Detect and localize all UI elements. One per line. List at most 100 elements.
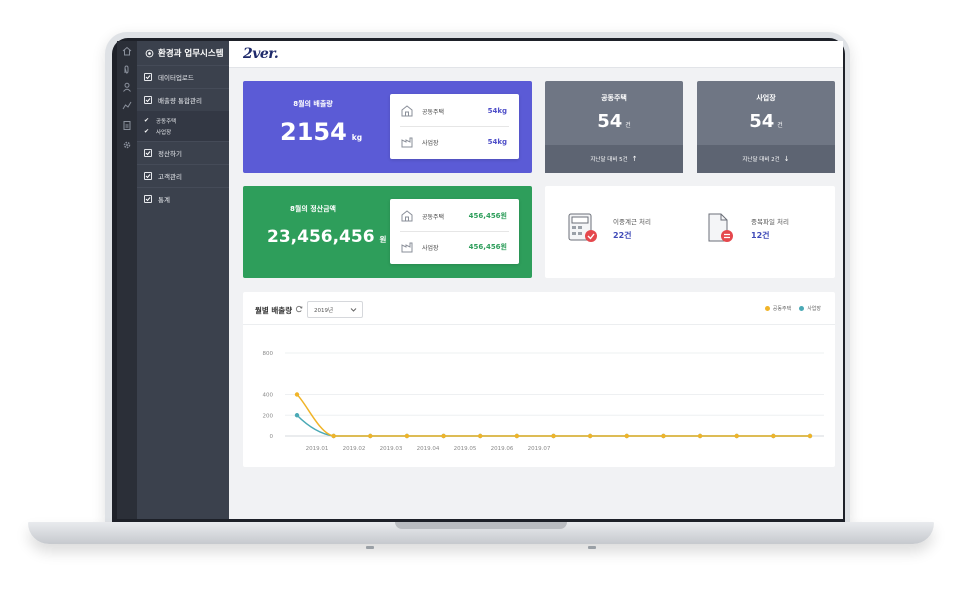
app-title-text: 환경과 업무시스템 — [158, 49, 224, 59]
emission-unit: kg — [351, 133, 363, 142]
double-weigh-stat[interactable]: 이중계근 처리 22건 — [567, 211, 651, 245]
y-tick-label: 400 — [263, 393, 274, 399]
y-tick-label: 800 — [263, 351, 274, 357]
settlement-row-apartment: 공동주택 456,456원 — [390, 205, 519, 227]
settlement-card: 8월의 정산금액 23,456,456 원 공동주택 456,456원 사업장 4… — [243, 186, 532, 278]
sidebar-item-label: 통계 — [158, 196, 170, 204]
divider — [400, 231, 509, 232]
user-icon[interactable] — [121, 81, 133, 93]
hand-icon[interactable] — [121, 63, 133, 75]
logo[interactable]: 2ver. — [243, 46, 279, 62]
stat-value: 12건 — [751, 230, 770, 240]
arrow-up-icon: ↑ — [631, 155, 638, 163]
building-icon — [401, 210, 413, 222]
legend-item-business[interactable]: 사업장 — [799, 305, 821, 312]
checkbox-icon — [144, 73, 152, 81]
stat-label: 이중계근 처리 — [613, 217, 651, 226]
divider — [400, 126, 509, 127]
duplicate-file-stat[interactable]: 중복파일 처리 12건 — [705, 211, 789, 245]
sidebar-subitem-label: 공동주택 — [156, 118, 177, 125]
refresh-icon[interactable] — [295, 305, 303, 313]
card-footer: 지난달 대비 2건 ↓ — [697, 145, 835, 173]
data-point — [771, 433, 776, 439]
apartment-count-card: 공동주택 54 건 지난달 대비 5건 ↑ — [545, 81, 683, 173]
line-chart: 0 200 400 800 2019.01 2019.02 2019.03 2019.04 20… — [263, 351, 824, 452]
series-line — [296, 414, 810, 437]
row-label: 사업장 — [422, 139, 439, 147]
sidebar-item-stats[interactable]: 통계 — [137, 187, 229, 210]
data-point — [331, 433, 336, 439]
home-icon[interactable] — [121, 45, 133, 57]
emission-row-business: 사업장 54kg — [390, 131, 519, 153]
card-unit: 건 — [777, 122, 783, 129]
row-label: 사업장 — [422, 244, 439, 252]
legend-item-apartment[interactable]: 공동주택 — [764, 305, 791, 312]
card-value: 54 — [749, 111, 775, 132]
data-point — [294, 392, 300, 397]
laptop-foot — [588, 546, 596, 549]
sidebar-subitem-label: 사업장 — [156, 129, 172, 136]
monthly-emission-chart-card: 월별 배출량 2019년 공동주택 사업장 0 200 400 800 2019.01 2… — [243, 292, 835, 467]
emission-card: 8월의 배출량 2154 kg 공동주택 54kg 사업장 54kg — [243, 81, 532, 173]
checkbox-icon — [144, 172, 152, 180]
sidebar-subitem-apartment[interactable]: ✔ 공동주택 — [144, 115, 229, 126]
check-icon: ✔ — [144, 128, 150, 135]
year-select[interactable]: 2019년 — [307, 301, 363, 318]
x-tick-label: 2019.03 — [380, 446, 403, 452]
checkbox-icon — [144, 195, 152, 203]
row-value: 456,456원 — [468, 212, 507, 220]
sidebar-item-customers[interactable]: 고객관리 — [137, 164, 229, 187]
check-icon: ✔ — [144, 117, 150, 124]
icon-rail — [117, 41, 137, 519]
processing-card: 이중계근 처리 22건 중복파일 처리 12건 — [545, 186, 835, 278]
data-point — [441, 433, 446, 439]
sidebar-subitem-business[interactable]: ✔ 사업장 — [144, 126, 229, 137]
target-icon — [145, 49, 154, 57]
sidebar-item-emission[interactable]: 배출량 통합관리 — [137, 88, 229, 111]
trend-text: 지난달 대비 2건 — [742, 157, 780, 163]
checkbox-icon — [144, 149, 152, 157]
card-title: 공동주택 — [601, 94, 627, 102]
x-tick-label: 2019.06 — [491, 446, 514, 452]
row-value: 54kg — [487, 138, 507, 146]
arrow-down-icon: ↓ — [783, 155, 790, 163]
sidebar-item-label: 정산하기 — [158, 150, 182, 158]
chart-title: 월별 배출량 — [255, 306, 293, 315]
data-point — [807, 433, 813, 439]
stat-label: 중복파일 처리 — [751, 217, 789, 226]
emission-title: 8월의 배출량 — [293, 100, 333, 108]
card-footer: 지난달 대비 5건 ↑ — [545, 145, 683, 173]
x-tick-label: 2019.02 — [343, 446, 366, 452]
card-unit: 건 — [625, 122, 631, 129]
calculator-icon — [568, 213, 597, 242]
sidebar-item-label: 고객관리 — [158, 173, 182, 181]
laptop-notch — [395, 522, 567, 529]
emission-row-apartment: 공동주택 54kg — [390, 100, 519, 122]
gear-icon[interactable] — [121, 139, 133, 151]
sidebar-item-label: 데이터업로드 — [158, 74, 194, 82]
sidebar-item-upload[interactable]: 데이터업로드 — [137, 65, 229, 88]
row-label: 공동주택 — [422, 213, 445, 221]
building-icon — [401, 105, 413, 117]
checkbox-icon — [144, 96, 152, 104]
card-value-wrap: 54 건 — [697, 111, 835, 132]
card-value-wrap: 54 건 — [545, 111, 683, 132]
row-value: 456,456원 — [468, 243, 507, 251]
settlement-value-wrap: 23,456,456 원 — [267, 227, 386, 247]
emission-breakdown: 공동주택 54kg 사업장 54kg — [390, 94, 519, 159]
series-line — [296, 393, 810, 437]
row-label: 공동주택 — [422, 108, 445, 116]
legend-dot — [764, 306, 770, 311]
chart-icon[interactable] — [121, 99, 133, 111]
trend-text: 지난달 대비 5건 — [590, 157, 628, 163]
divider — [243, 324, 835, 325]
clipboard-icon[interactable] — [121, 119, 133, 131]
laptop-base — [28, 522, 934, 544]
data-point — [478, 433, 483, 439]
sidebar-item-settlement[interactable]: 정산하기 — [137, 141, 229, 164]
data-point — [624, 433, 629, 439]
laptop-foot — [366, 546, 374, 549]
data-point — [587, 433, 593, 439]
settlement-breakdown: 공동주택 456,456원 사업장 456,456원 — [390, 199, 519, 264]
data-point — [514, 433, 520, 439]
